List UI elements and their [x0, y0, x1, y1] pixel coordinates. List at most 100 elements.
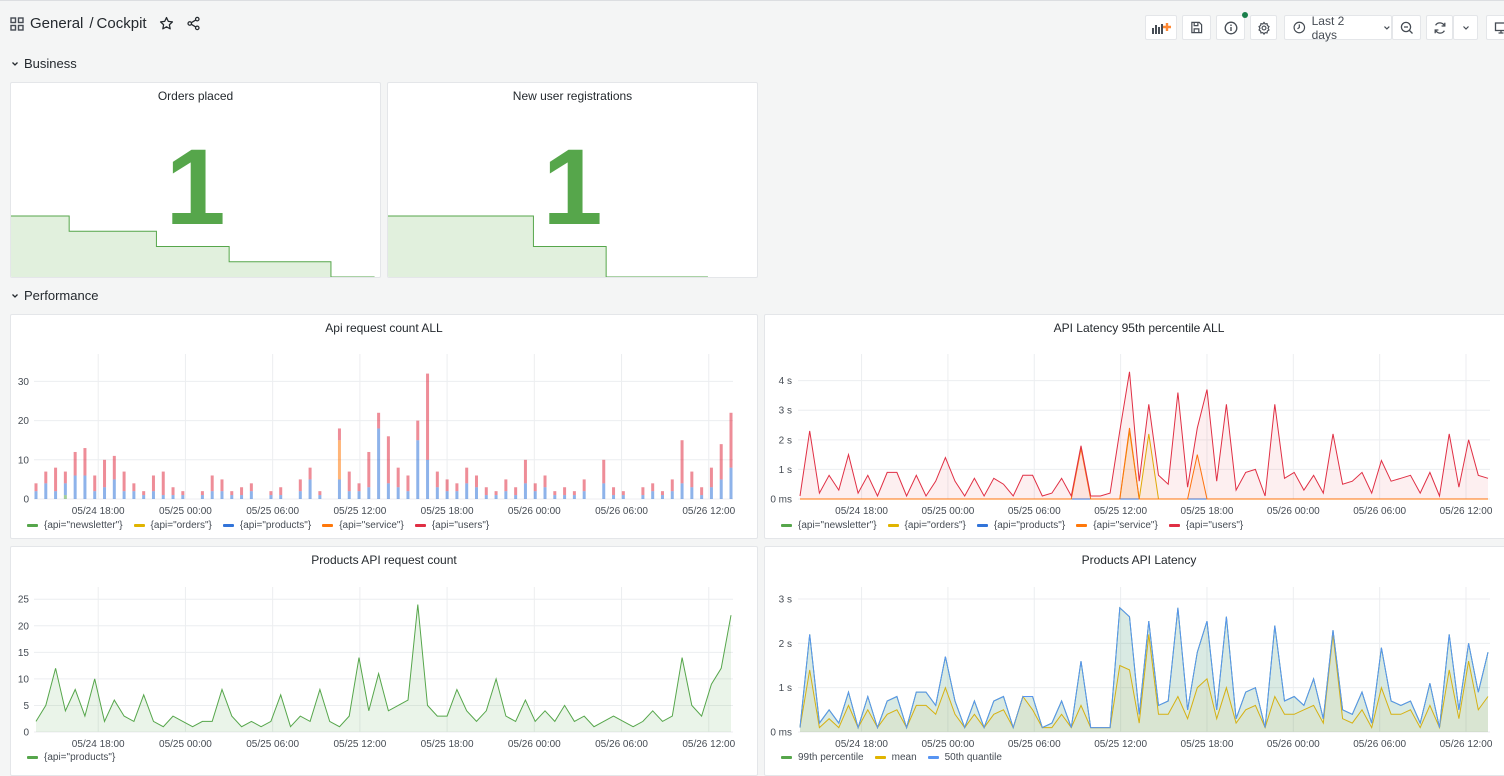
bar[interactable] — [495, 495, 498, 499]
apps-icon[interactable] — [10, 17, 24, 31]
bar[interactable] — [64, 495, 67, 499]
bar[interactable] — [211, 475, 214, 491]
bar[interactable] — [387, 483, 390, 499]
bar[interactable] — [230, 491, 233, 495]
bar[interactable] — [367, 452, 370, 487]
bar[interactable] — [426, 374, 429, 460]
bar[interactable] — [406, 491, 409, 499]
bar[interactable] — [103, 460, 106, 487]
bar[interactable] — [211, 491, 214, 499]
refresh-interval-dropdown[interactable] — [1453, 15, 1478, 40]
bar[interactable] — [348, 491, 351, 499]
bar[interactable] — [700, 487, 703, 495]
bar[interactable] — [573, 495, 576, 499]
bar[interactable] — [220, 491, 223, 499]
bar[interactable] — [720, 444, 723, 479]
bar[interactable] — [534, 483, 537, 491]
bar[interactable] — [544, 475, 547, 487]
row-performance[interactable]: Performance — [11, 288, 98, 303]
bar[interactable] — [416, 421, 419, 441]
bar[interactable] — [720, 479, 723, 499]
bar[interactable] — [397, 468, 400, 488]
bar[interactable] — [671, 479, 674, 491]
bar[interactable] — [230, 495, 233, 499]
dashboard-settings-button[interactable] — [1250, 15, 1277, 40]
bar[interactable] — [299, 491, 302, 499]
bar[interactable] — [426, 460, 429, 499]
bar[interactable] — [416, 440, 419, 499]
bar[interactable] — [436, 472, 439, 488]
bar[interactable] — [152, 475, 155, 491]
bar[interactable] — [641, 487, 644, 495]
bar[interactable] — [661, 491, 664, 495]
bar[interactable] — [710, 468, 713, 488]
bar[interactable] — [553, 495, 556, 499]
bar[interactable] — [64, 483, 67, 495]
bar[interactable] — [83, 448, 86, 475]
legend-item[interactable]: {api="products"} — [27, 752, 115, 763]
bar[interactable] — [700, 495, 703, 499]
bar[interactable] — [524, 460, 527, 484]
bar[interactable] — [387, 436, 390, 483]
bar[interactable] — [279, 487, 282, 495]
bar[interactable] — [338, 428, 341, 440]
zoom-out-button[interactable] — [1392, 15, 1421, 40]
legend-item[interactable]: {api="newsletter"} — [781, 520, 877, 531]
bar[interactable] — [181, 495, 184, 499]
bar[interactable] — [612, 487, 615, 495]
bar[interactable] — [504, 491, 507, 499]
bar[interactable] — [622, 495, 625, 499]
bar[interactable] — [123, 491, 126, 499]
bar[interactable] — [475, 475, 478, 487]
bar[interactable] — [279, 495, 282, 499]
bar[interactable] — [54, 491, 57, 499]
bar[interactable] — [465, 483, 468, 499]
bar[interactable] — [318, 491, 321, 495]
legend-item[interactable]: {api="newsletter"} — [27, 520, 123, 531]
stat-panel-orders-placed[interactable]: Orders placed 1 — [10, 82, 381, 278]
bar[interactable] — [583, 479, 586, 491]
dashboard-info-button[interactable] — [1216, 15, 1245, 40]
bar[interactable] — [377, 428, 380, 499]
bar[interactable] — [671, 491, 674, 499]
bar[interactable] — [250, 483, 253, 491]
bar[interactable] — [162, 472, 165, 496]
dashboard-title[interactable]: Cockpit — [97, 15, 147, 32]
bar[interactable] — [152, 491, 155, 499]
legend-item[interactable]: mean — [875, 752, 917, 763]
tv-mode-button[interactable] — [1486, 15, 1504, 40]
bar[interactable] — [338, 479, 341, 499]
bar[interactable] — [269, 491, 272, 495]
bar[interactable] — [602, 460, 605, 484]
bar[interactable] — [240, 487, 243, 495]
legend-item[interactable]: {api="users"} — [1169, 520, 1243, 531]
bar[interactable] — [64, 472, 67, 484]
legend-item[interactable]: {api="products"} — [223, 520, 311, 531]
bar[interactable] — [250, 491, 253, 499]
bar[interactable] — [553, 491, 556, 495]
bar[interactable] — [299, 479, 302, 491]
bar[interactable] — [495, 491, 498, 495]
bar[interactable] — [93, 491, 96, 499]
bar[interactable] — [563, 487, 566, 495]
legend-item[interactable]: 50th quantile — [928, 752, 1002, 763]
time-range-picker[interactable]: Last 2 days — [1284, 15, 1392, 40]
bar[interactable] — [132, 491, 135, 499]
bar[interactable] — [465, 468, 468, 484]
bar[interactable] — [641, 495, 644, 499]
bar[interactable] — [172, 495, 175, 499]
bar[interactable] — [681, 483, 684, 499]
bar[interactable] — [113, 456, 116, 480]
bar[interactable] — [534, 491, 537, 499]
bar[interactable] — [269, 495, 272, 499]
bar[interactable] — [406, 475, 409, 491]
bar[interactable] — [338, 440, 341, 479]
bar[interactable] — [123, 472, 126, 492]
bar[interactable] — [485, 487, 488, 495]
bar[interactable] — [563, 495, 566, 499]
bar[interactable] — [514, 495, 517, 499]
